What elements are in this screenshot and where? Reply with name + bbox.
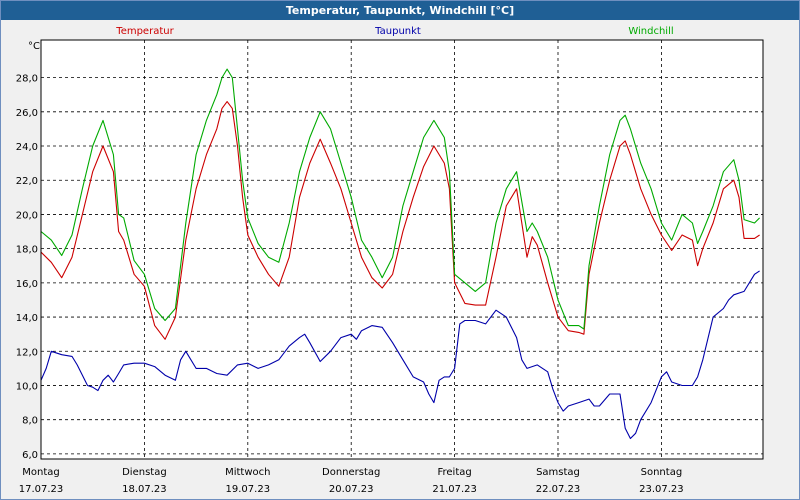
plot-area (41, 40, 763, 459)
window-title: Temperatur, Taupunkt, Windchill [°C] (1, 1, 799, 20)
x-tick-date-label: 18.07.23 (122, 484, 167, 495)
y-tick-label: 14,0 (16, 313, 38, 324)
y-tick-label: 18,0 (16, 245, 38, 256)
line-chart: 6,0 8,0 10,0 12,0 14,0 16,0 18,0 20,0 22,0 24,0 26… (16, 26, 764, 495)
y-tick-label: 24,0 (16, 142, 38, 153)
x-tick-date-label: 21.07.23 (432, 484, 477, 495)
legend-item-windchill: Windchill (628, 26, 673, 37)
x-tick-date-label: 22.07.23 (536, 484, 581, 495)
x-tick-date-label: 20.07.23 (329, 484, 374, 495)
y-tick-label: 10,0 (16, 381, 38, 392)
x-tick-day-label: Dienstag (122, 467, 167, 478)
x-tick-day-label: Freitag (437, 467, 471, 478)
series-line-taupunkt (40, 270, 760, 440)
x-tick-date-label: 17.07.23 (19, 484, 64, 495)
y-tick-label: 8,0 (22, 416, 38, 427)
x-tick-date-label: 23.07.23 (639, 484, 684, 495)
y-tick-label: 16,0 (16, 279, 38, 290)
series-line-temperatur (40, 101, 760, 340)
y-tick-label: 26,0 (16, 108, 38, 119)
y-tick-label: 6,0 (22, 450, 38, 461)
x-tick-day-label: Montag (22, 467, 59, 478)
x-tick-day-label: Mittwoch (225, 467, 270, 478)
legend-item-temperatur: Temperatur (115, 26, 174, 37)
series-line-windchill (40, 68, 760, 330)
x-tick-day-label: Donnerstag (322, 467, 380, 478)
y-tick-label: 20,0 (16, 210, 38, 221)
y-tick-label: 28,0 (16, 74, 38, 85)
y-tick-label: 12,0 (16, 347, 38, 358)
plot-frame (40, 39, 764, 460)
y-axis-label: °C (28, 41, 40, 52)
y-tick-label: 22,0 (16, 176, 38, 187)
x-tick-day-label: Sonntag (641, 467, 683, 478)
legend-item-taupunkt: Taupunkt (374, 26, 421, 37)
x-tick-date-label: 19.07.23 (226, 484, 271, 495)
x-tick-day-label: Samstag (536, 467, 580, 478)
